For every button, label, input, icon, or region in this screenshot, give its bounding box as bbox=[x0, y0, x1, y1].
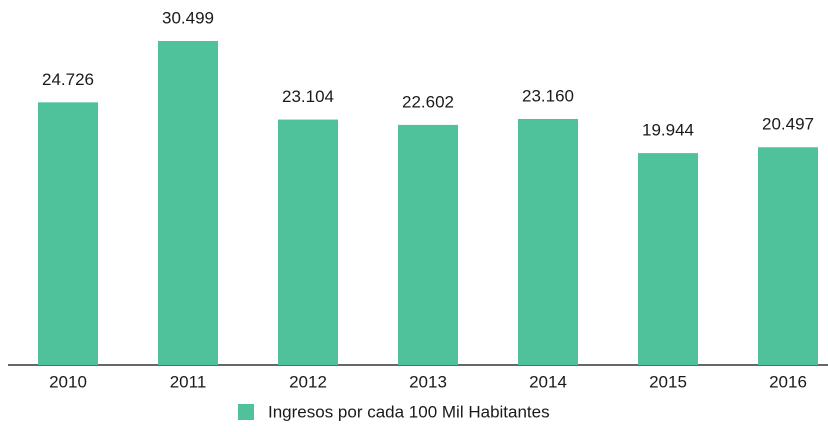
x-tick-label: 2012 bbox=[289, 372, 327, 391]
x-tick-label: 2013 bbox=[409, 372, 447, 391]
value-label: 22.602 bbox=[402, 92, 454, 111]
legend-swatch bbox=[238, 404, 254, 420]
bar bbox=[38, 102, 98, 365]
legend-label: Ingresos por cada 100 Mil Habitantes bbox=[268, 402, 550, 421]
bar bbox=[398, 124, 458, 365]
bar bbox=[518, 118, 578, 366]
x-tick-label: 2010 bbox=[49, 372, 87, 391]
value-label: 30.499 bbox=[162, 8, 214, 27]
value-label: 20.497 bbox=[762, 115, 814, 134]
x-tick-label: 2015 bbox=[649, 372, 687, 391]
x-tick-label: 2016 bbox=[769, 372, 807, 391]
bar bbox=[638, 153, 698, 365]
value-label: 24.726 bbox=[42, 70, 94, 89]
x-tick-label: 2011 bbox=[170, 372, 207, 391]
value-label: 19.944 bbox=[642, 121, 694, 140]
bar bbox=[158, 41, 218, 365]
bar bbox=[758, 147, 818, 365]
bar bbox=[278, 119, 338, 365]
value-label: 23.104 bbox=[282, 87, 334, 106]
x-tick-label: 2014 bbox=[529, 372, 567, 391]
value-label: 23.160 bbox=[522, 86, 574, 105]
